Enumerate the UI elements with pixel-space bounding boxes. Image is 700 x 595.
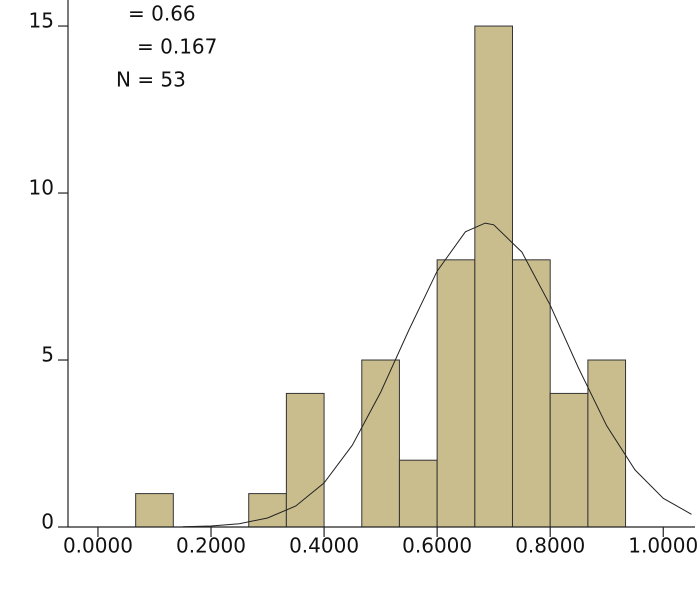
bar: [587, 359, 627, 528]
bar: [135, 493, 174, 528]
bar: [398, 459, 438, 528]
x-tick-label: 1.0000: [628, 534, 698, 558]
normal-curve: [182, 222, 692, 528]
y-tick-label: 0: [41, 510, 54, 534]
annotation: = 0.66: [128, 2, 196, 26]
y-tick-label: 5: [41, 343, 54, 367]
x-tick-label: 0.4000: [289, 534, 359, 558]
bar: [285, 392, 325, 528]
y-tick-label: 15: [29, 9, 54, 33]
bar: [436, 259, 476, 528]
bar: [474, 25, 513, 528]
y-tick-label: 10: [29, 176, 54, 200]
x-tick-label: 0.8000: [515, 534, 585, 558]
annotation: = 0.167: [137, 35, 217, 59]
x-tick-label: 0.6000: [402, 534, 472, 558]
bar: [248, 493, 287, 528]
x-tick-label: 0.2000: [176, 534, 246, 558]
bar: [511, 259, 551, 528]
x-tick-label: 0.0000: [63, 534, 133, 558]
bar: [549, 392, 589, 528]
annotation: N = 53: [116, 68, 186, 92]
bar: [361, 359, 400, 528]
